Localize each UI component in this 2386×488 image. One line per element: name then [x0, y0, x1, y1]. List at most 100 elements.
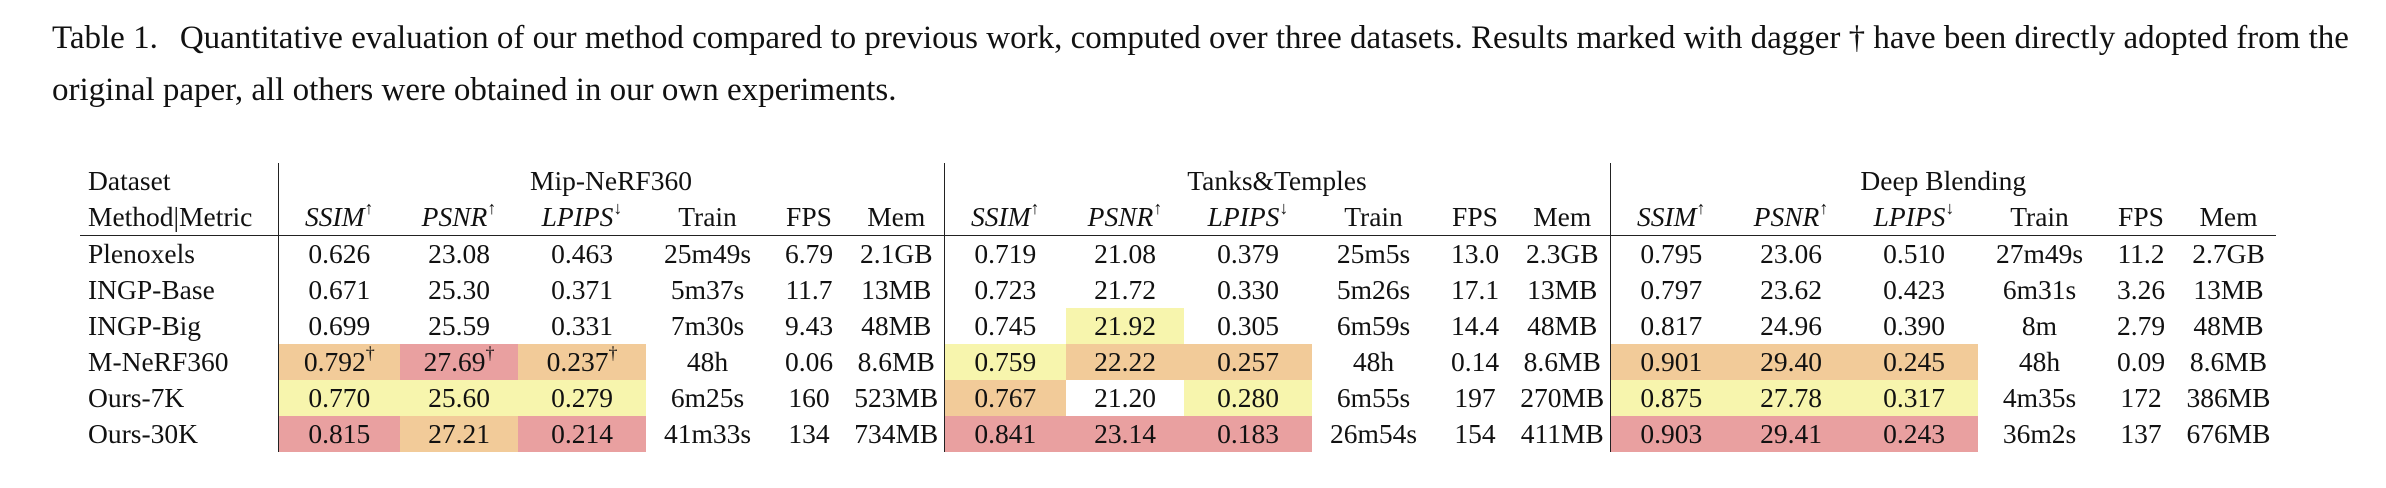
table-cell: 27m49s: [1995, 238, 2084, 269]
table-cell: 2.3GB: [1525, 238, 1599, 269]
metric-header-deep-blending-ssim: SSIM↑: [1609, 199, 1732, 236]
table-cell: 0.14: [1450, 346, 1500, 377]
table-cell: 48MB: [1527, 310, 1598, 341]
table-cell: 21.08: [1094, 238, 1156, 269]
metric-header-tanks-temples-fps: FPS: [1435, 199, 1515, 236]
table-cell: 0.243: [1850, 416, 1978, 452]
table-row: Ours-30K 0.815 27.21 0.214 41m33s 134 734MB 0.8…: [80, 416, 2276, 452]
table-cell: 0.719: [943, 235, 1066, 272]
table-cell: 21.20: [1094, 382, 1156, 413]
table-cell: 25.60: [400, 380, 518, 416]
table-cell: 4m35s: [2002, 382, 2077, 413]
metric-header-mipnerf360-train: Train: [646, 199, 769, 236]
table-cell: 0.875: [1609, 380, 1732, 416]
metric-header-tanks-temples-mem: Mem: [1515, 199, 1610, 236]
table-cell: 8.6MB: [1523, 346, 1601, 377]
table-cell: 0.245: [1850, 344, 1978, 380]
table-cell: 29.41: [1732, 416, 1850, 452]
table-cell: 0.305: [1217, 310, 1279, 341]
table-cell: 8.6MB: [2189, 346, 2268, 377]
table-cell: 134: [788, 418, 830, 449]
method-name: Plenoxels: [88, 238, 195, 269]
table-cell: 734MB: [854, 418, 939, 449]
table-cell: 41m33s: [663, 418, 752, 449]
dagger-mark: †: [485, 343, 495, 363]
caption-label: Table 1.: [52, 20, 158, 56]
table-cell: 0.795: [1609, 235, 1732, 272]
table-row: Plenoxels 0.626 23.08 0.463 25m49s 6.79 2.1GB 0…: [80, 235, 2276, 272]
metric-header-mipnerf360-ssim: SSIM↑: [277, 199, 400, 236]
table-row: INGP-Big 0.699 25.59 0.331 7m30s 9.43 48MB 0.74…: [80, 308, 2276, 344]
table-cell: 0.390: [1883, 310, 1945, 341]
method-name: Ours-30K: [88, 418, 198, 449]
header-method-metric-label: Method|Metric: [80, 199, 278, 236]
table-cell: 0.331: [551, 310, 613, 341]
table-cell: 21.72: [1094, 274, 1156, 305]
table-cell: 386MB: [2186, 382, 2271, 413]
table-cell: 17.1: [1450, 274, 1500, 305]
table-cell: 27.78: [1732, 380, 1850, 416]
metric-header-tanks-temples-psnr: PSNR↑: [1066, 199, 1184, 236]
table-cell: 24.96: [1760, 310, 1822, 341]
table-row: M-NeRF360 0.792† 27.69† 0.237† 48h 0.06 8.6MB 0…: [80, 344, 2276, 380]
table-cell: 29.40: [1732, 344, 1850, 380]
dataset-header-deep-blending: Deep Blending: [1609, 163, 2276, 199]
table-cell: 23.14: [1066, 416, 1184, 452]
method-name: INGP-Base: [88, 274, 215, 305]
metric-header-mipnerf360-mem: Mem: [849, 199, 944, 236]
table-cell: 22.22: [1066, 344, 1184, 380]
table-cell: 0.699: [277, 308, 400, 344]
metric-header-deep-blending-psnr: PSNR↑: [1732, 199, 1850, 236]
table-cell: 9.43: [784, 310, 834, 341]
table-cell: 0.671: [277, 272, 400, 308]
metric-header-deep-blending-lpips: LPIPS↓: [1850, 199, 1978, 236]
metric-header-deep-blending-mem: Mem: [2181, 199, 2276, 236]
table-cell: 23.62: [1760, 274, 1822, 305]
table-cell: 0.745: [943, 308, 1066, 344]
table-cell: 23.06: [1760, 238, 1822, 269]
table-caption: Table 1. Quantitative evaluation of our m…: [52, 12, 2362, 116]
table-cell: 7m30s: [670, 310, 745, 341]
metric-header-row: Method|Metric SSIM↑ PSNR↑ LPIPS↓ Train FPS Me…: [80, 199, 2276, 236]
dataset-header-tanks-temples: Tanks&Temples: [943, 163, 1610, 199]
table-cell: 0.463: [551, 238, 613, 269]
table-cell: 0.841: [943, 416, 1066, 452]
table-cell: 26m54s: [1329, 418, 1418, 449]
table-cell: 154: [1454, 418, 1496, 449]
table-cell: 5m26s: [1336, 274, 1411, 305]
table-cell: 25m5s: [1336, 238, 1411, 269]
table-cell: 0.423: [1883, 274, 1945, 305]
caption-text: Quantitative evaluation of our method co…: [52, 20, 2349, 108]
table-cell: 0.901: [1609, 344, 1732, 380]
table-cell: 13MB: [1527, 274, 1598, 305]
table-cell: 48MB: [861, 310, 932, 341]
table-cell: 0.317: [1850, 380, 1978, 416]
table-cell: 6m31s: [2002, 274, 2077, 305]
table-cell: 0.767: [943, 380, 1066, 416]
table-cell: 0.815: [277, 416, 400, 452]
table-cell: 0.330: [1217, 274, 1279, 305]
table-cell: 0.183: [1184, 416, 1312, 452]
table-cell: 2.1GB: [859, 238, 933, 269]
metric-header-deep-blending-train: Train: [1978, 199, 2101, 236]
table-cell: 0.626: [277, 235, 400, 272]
table-cell: 0.817: [1609, 308, 1732, 344]
table-cell: 0.759: [943, 344, 1066, 380]
table-cell: 36m2s: [2002, 418, 2077, 449]
table-cell: 676MB: [2186, 418, 2271, 449]
table-cell: 6m55s: [1336, 382, 1411, 413]
metric-header-tanks-temples-lpips: LPIPS↓: [1184, 199, 1312, 236]
table-cell: 48MB: [2193, 310, 2264, 341]
table-cell: 0.903: [1609, 416, 1732, 452]
metric-header-mipnerf360-psnr: PSNR↑: [400, 199, 518, 236]
table-cell: 172: [2120, 382, 2162, 413]
table-cell: 0.237†: [518, 344, 646, 380]
table-cell: 6.79: [784, 238, 834, 269]
metric-header-tanks-temples-ssim: SSIM↑: [943, 199, 1066, 236]
table-cell: 0.797: [1609, 272, 1732, 308]
method-name: INGP-Big: [88, 310, 202, 341]
table-cell: 11.2: [2117, 238, 2165, 269]
table-cell: 197: [1454, 382, 1496, 413]
method-name: Ours-7K: [88, 382, 185, 413]
table-cell: 11.7: [785, 274, 833, 305]
